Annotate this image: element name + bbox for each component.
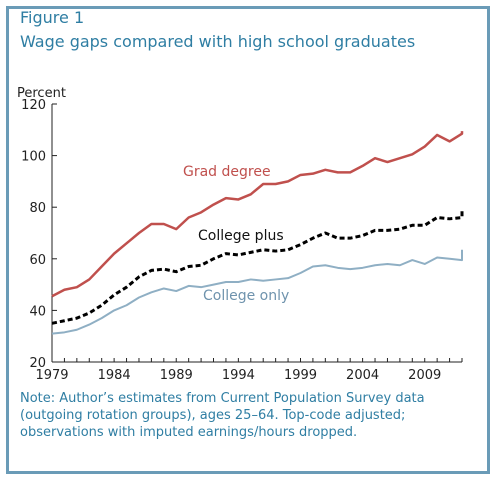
x-tick-label: 1984 — [98, 368, 131, 383]
figure-label: Figure 1 — [20, 8, 85, 27]
y-tick-label: 120 — [21, 98, 46, 113]
figure-note: Note: Author’s estimates from Current Po… — [20, 391, 425, 440]
series-line-grad-degree — [51, 131, 464, 298]
series-line-college-plus — [51, 209, 464, 325]
figure-frame — [6, 6, 490, 474]
series-lines — [51, 131, 464, 335]
y-tick-label: 80 — [29, 201, 46, 216]
series-label-college-only: College only — [203, 288, 289, 304]
series-labels: Grad degree College plus College only — [183, 164, 289, 304]
x-tick-label: 1979 — [35, 368, 68, 383]
y-tick-label: 60 — [29, 253, 46, 268]
x-tick-label: 1989 — [160, 368, 193, 383]
axes: 20 40 60 80 100 120 1979 1984 1989 1994 1999 2004 20… — [21, 98, 463, 383]
y-axis-label: Percent — [17, 86, 66, 101]
figure-title: Wage gaps compared with high school grad… — [20, 32, 416, 51]
x-tick-label: 1999 — [284, 368, 317, 383]
x-tick-label: 2004 — [346, 368, 379, 383]
y-tick-label: 100 — [21, 150, 46, 165]
y-tick-label: 40 — [29, 304, 46, 319]
series-line-college-only — [51, 249, 463, 335]
series-label-college-plus: College plus — [198, 228, 284, 244]
y-tick-label: 20 — [29, 356, 46, 371]
series-label-grad-degree: Grad degree — [183, 164, 271, 180]
x-tick-label: 1994 — [222, 368, 255, 383]
x-tick-label: 2009 — [408, 368, 441, 383]
